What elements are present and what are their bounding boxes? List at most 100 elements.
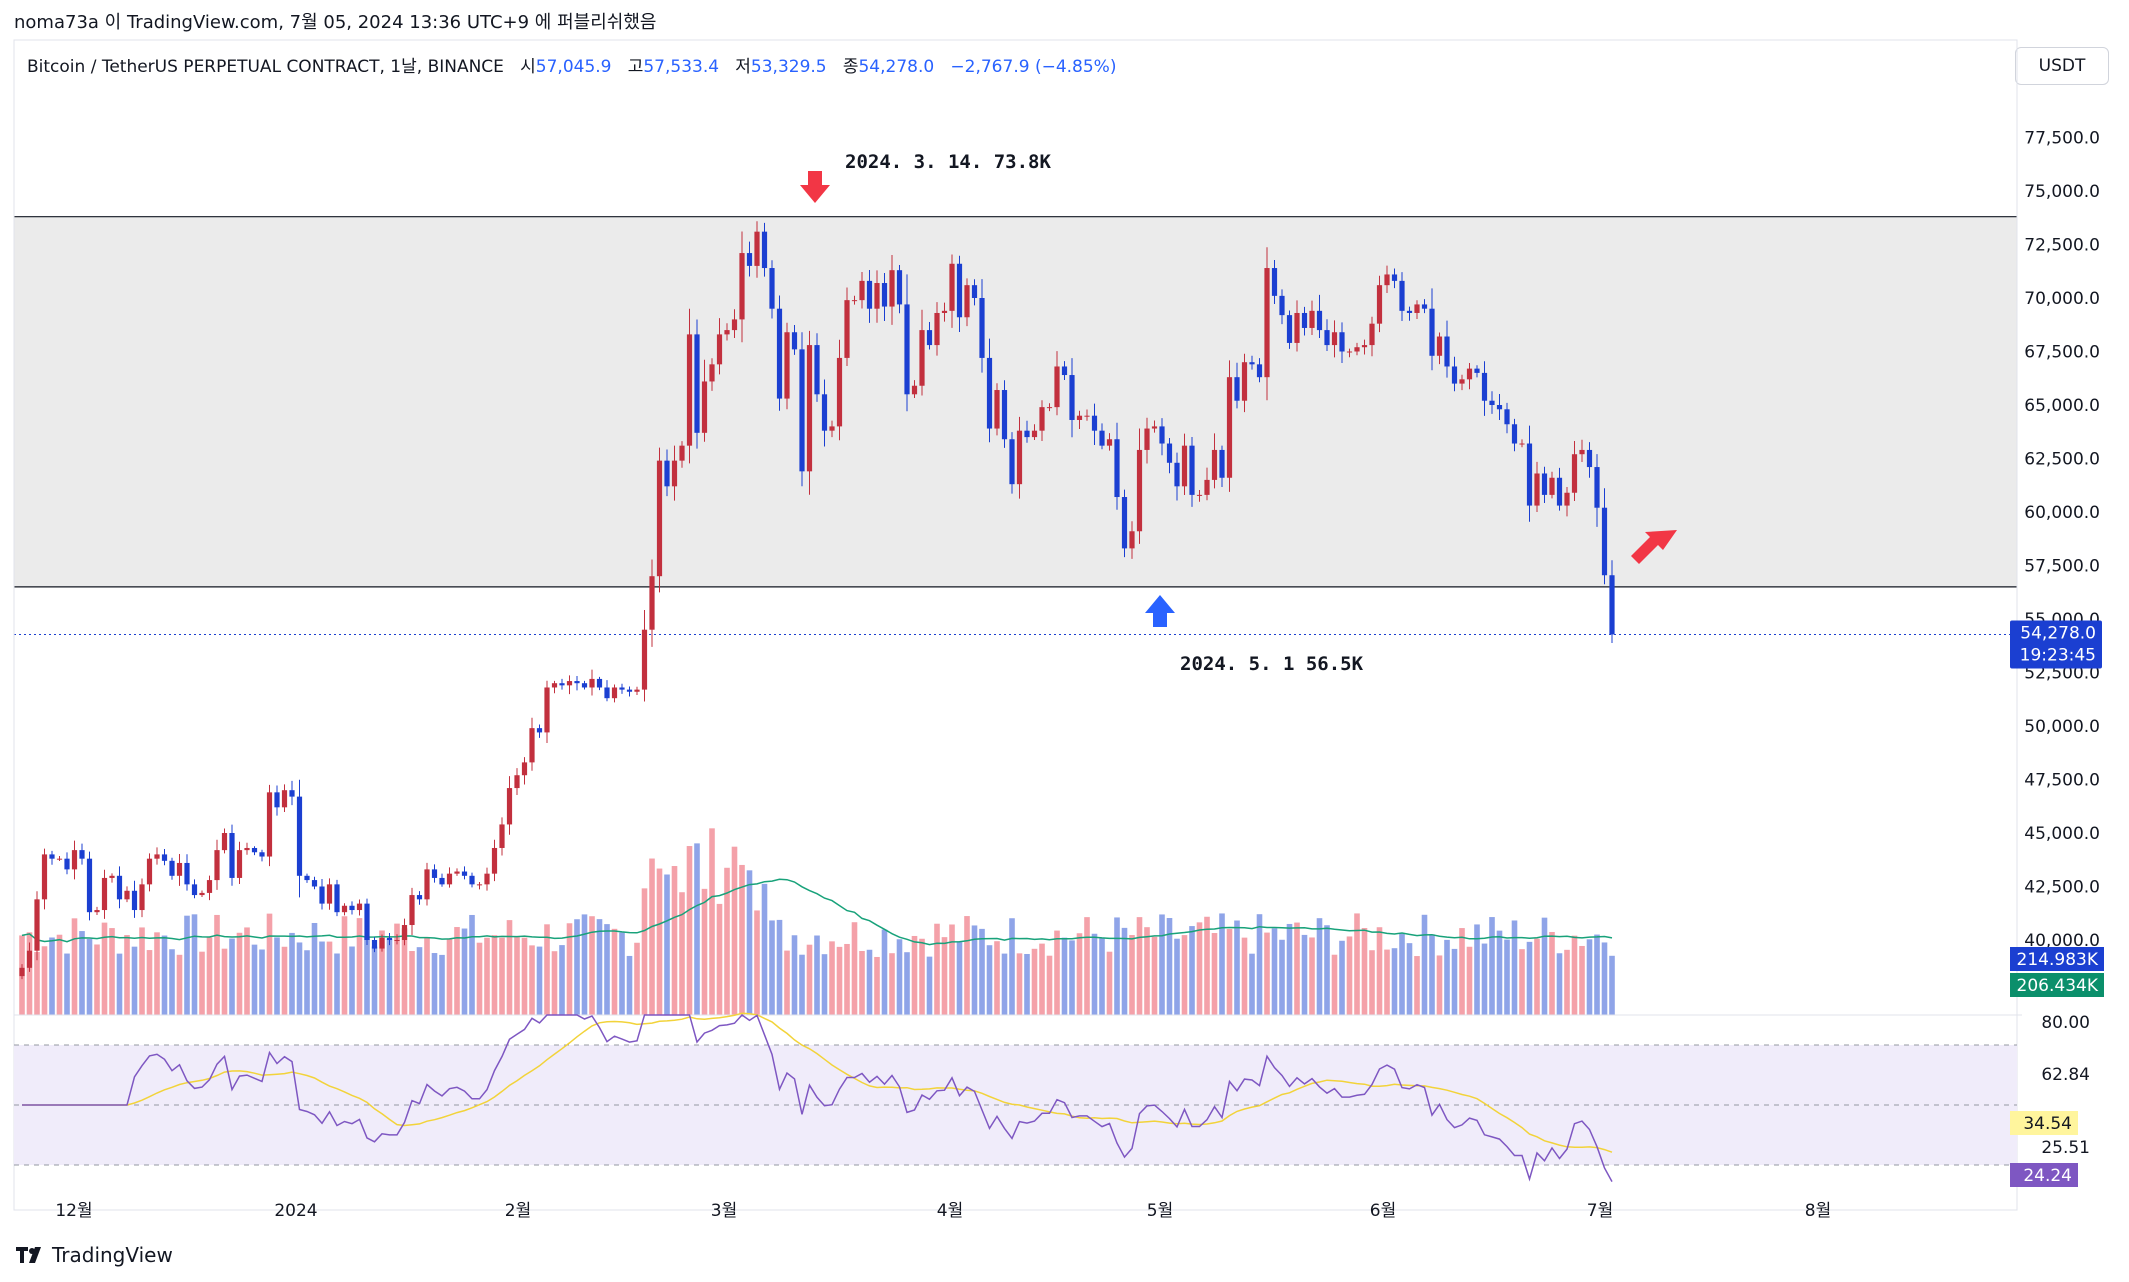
volume-bar: [986, 945, 993, 1015]
candle-body: [124, 890, 130, 900]
time-tick-label: 6월: [1370, 1201, 1396, 1221]
candle: [94, 906, 100, 916]
price-tick-label: 65,000.0: [2024, 396, 2100, 416]
candle-body: [341, 905, 348, 913]
candle-body: [1609, 575, 1615, 635]
volume-bar: [416, 947, 423, 1015]
volume-bar: [889, 953, 895, 1015]
candle: [1009, 432, 1015, 494]
candle: [34, 891, 40, 961]
candle: [349, 901, 355, 915]
price-tick-label: 50,000.0: [2024, 717, 2100, 737]
chart-frame: [13, 39, 2018, 1211]
candle-body: [386, 937, 393, 940]
candle: [971, 279, 978, 306]
range-zone: [14, 216, 2017, 587]
volume-bar: [1301, 934, 1308, 1015]
candle-body: [146, 858, 153, 885]
candle: [1204, 467, 1210, 501]
volume-bar: [334, 953, 340, 1015]
currency-button[interactable]: USDT: [2015, 47, 2109, 85]
candle: [1069, 358, 1075, 438]
candle: [1309, 300, 1315, 336]
volume-bar: [169, 949, 175, 1015]
candle-body: [1061, 366, 1068, 376]
volume-bar: [191, 914, 198, 1015]
candle-body: [1309, 310, 1315, 328]
candle: [109, 873, 115, 883]
symbol-name[interactable]: Bitcoin / TetherUS PERPETUAL CONTRACT, 1…: [27, 57, 504, 77]
candle: [1166, 437, 1173, 474]
candle-body: [529, 728, 535, 763]
candle-body: [1264, 268, 1270, 378]
volume-bar: [926, 956, 933, 1015]
candle-body: [1429, 308, 1435, 356]
candle: [1294, 300, 1300, 352]
candle: [739, 231, 745, 343]
candle-body: [86, 858, 93, 913]
volume-bar: [574, 919, 580, 1015]
candle: [1564, 486, 1570, 517]
volume-bar: [364, 936, 370, 1015]
volume-bar: [1016, 953, 1023, 1015]
candle-body: [251, 847, 258, 853]
candle: [281, 784, 288, 813]
candle: [1466, 362, 1473, 390]
candle: [454, 868, 460, 876]
candle-body: [371, 940, 378, 949]
candle-body: [769, 268, 775, 309]
volume-bar: [634, 942, 640, 1015]
volume-bar: [1001, 953, 1008, 1015]
candle: [1106, 433, 1113, 451]
volume-bar: [851, 922, 858, 1015]
volume-bar: [506, 920, 513, 1015]
candle-body: [41, 854, 48, 900]
volume-bar: [979, 928, 985, 1015]
candle: [619, 683, 625, 694]
volume-bar: [161, 935, 168, 1015]
candle-body: [611, 687, 618, 699]
candle-body: [169, 860, 175, 876]
candle-body: [829, 426, 835, 431]
volume-bar: [86, 938, 93, 1015]
candle: [731, 309, 738, 339]
volume-bar: [1009, 918, 1015, 1015]
volume-bar: [1286, 923, 1293, 1015]
candle-body: [724, 330, 730, 335]
volume-bar: [544, 924, 550, 1015]
volume-ma-line: [21, 878, 1613, 946]
candle-body: [1391, 274, 1398, 281]
candle-body: [1601, 507, 1608, 576]
candle: [319, 879, 325, 910]
candle-body: [694, 334, 700, 433]
candle: [941, 302, 948, 322]
volume-bar: [341, 916, 348, 1015]
volume-bar: [499, 937, 505, 1015]
candle-body: [191, 884, 198, 896]
candle-body: [94, 910, 100, 913]
volume-bar: [761, 883, 768, 1015]
candle: [1579, 439, 1585, 462]
candle: [536, 724, 543, 738]
volume-bar: [101, 922, 108, 1015]
candle-body: [1211, 449, 1218, 480]
candle: [926, 322, 933, 350]
candle: [259, 849, 265, 862]
candle: [1279, 289, 1285, 325]
candle: [634, 686, 640, 696]
candle: [626, 686, 633, 697]
candle: [199, 890, 205, 897]
volume-bar: [409, 951, 415, 1015]
volume-bar: [994, 941, 1000, 1015]
candle: [214, 839, 220, 890]
author-name[interactable]: noma73a: [14, 12, 99, 33]
price-tick-label: 67,500.0: [2024, 343, 2100, 363]
candle: [1121, 489, 1128, 558]
candle-body: [1001, 390, 1008, 440]
candle: [1189, 436, 1195, 507]
candle-body: [1076, 415, 1083, 420]
volume-bar: [1031, 948, 1038, 1015]
price-tick-label: 62,500.0: [2024, 450, 2100, 470]
candle: [1286, 310, 1293, 349]
